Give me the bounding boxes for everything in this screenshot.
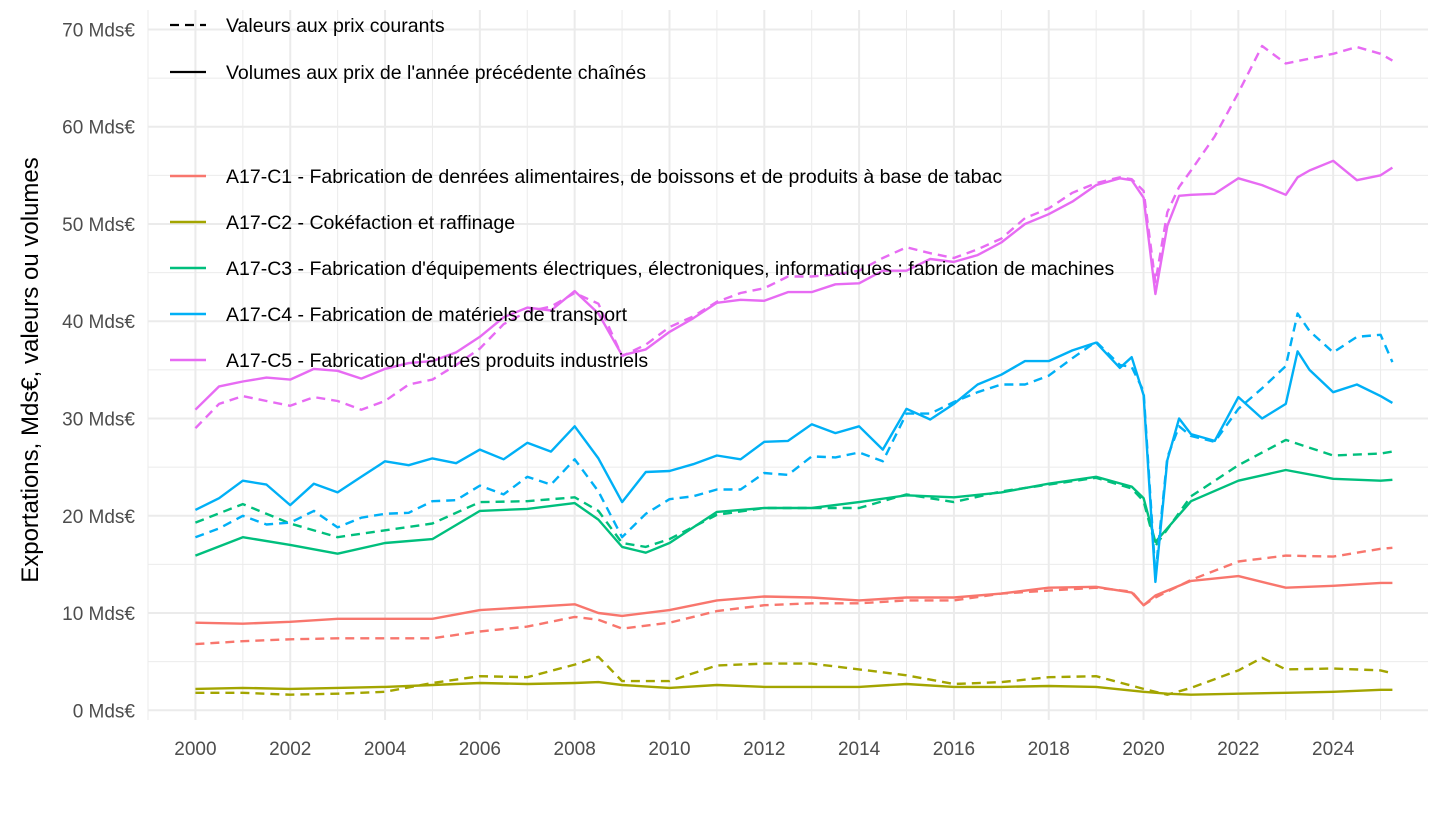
series-layer — [194, 44, 1394, 696]
axis-layer: 0 Mds€ 10 Mds€ 20 Mds€ 30 Mds€ 40 Mds€ 50 Mds… — [62, 20, 1355, 760]
legend-label: A17-C1 - Fabrication de denrées alimenta… — [226, 166, 1002, 188]
series-group — [195, 546, 1393, 646]
grid-layer — [147, 10, 1428, 720]
x-tick-label: 2006 — [459, 739, 501, 760]
x-tick-label: 2010 — [648, 739, 690, 760]
x-tick-label: 2008 — [554, 739, 596, 760]
series-group — [195, 655, 1393, 696]
legend-label: A17-C5 - Fabrication d'autres produits i… — [226, 350, 648, 372]
series-group — [194, 312, 1394, 584]
legend-label: A17-C2 - Cokéfaction et raffinage — [226, 212, 515, 234]
y-tick-label: 40 Mds€ — [62, 312, 135, 333]
y-tick-label: 20 Mds€ — [62, 507, 135, 528]
series-line-volumes — [195, 574, 1393, 625]
series-line-volumes — [195, 680, 1393, 696]
legend-label: Volumes aux prix de l'année précédente c… — [226, 62, 646, 84]
y-tick-label: 0 Mds€ — [73, 701, 136, 722]
series-group — [194, 438, 1393, 557]
series-line-volumes — [194, 468, 1393, 557]
x-tick-label: 2024 — [1312, 739, 1355, 760]
legend-label: A17-C3 - Fabrication d'équipements élect… — [226, 258, 1114, 280]
x-tick-label: 2012 — [743, 739, 785, 760]
series-line-volumes — [194, 159, 1394, 411]
legend-label: Valeurs aux prix courants — [226, 15, 445, 37]
series-line-valeurs — [194, 438, 1393, 549]
series-line-valeurs — [195, 655, 1393, 696]
series-line-valeurs — [194, 44, 1393, 430]
x-tick-label: 2002 — [269, 739, 311, 760]
series-line-valeurs — [195, 546, 1393, 646]
y-axis-title: Exportations, Mds€, valeurs ou volumes — [17, 157, 44, 583]
y-tick-label: 10 Mds€ — [62, 604, 135, 625]
legend: Valeurs aux prix courants Volumes aux pri… — [170, 15, 1114, 372]
x-tick-label: 2000 — [174, 739, 216, 760]
x-tick-label: 2018 — [1028, 739, 1070, 760]
y-tick-label: 50 Mds€ — [62, 215, 135, 236]
series-line-volumes — [194, 341, 1393, 584]
x-tick-label: 2020 — [1122, 739, 1164, 760]
x-tick-label: 2004 — [364, 739, 407, 760]
y-tick-label: 70 Mds€ — [62, 20, 135, 41]
legend-label: A17-C4 - Fabrication de matériels de tra… — [226, 304, 628, 326]
x-tick-label: 2022 — [1217, 739, 1259, 760]
y-tick-label: 30 Mds€ — [62, 409, 135, 430]
x-tick-label: 2016 — [933, 739, 975, 760]
y-tick-label: 60 Mds€ — [62, 118, 135, 139]
series-group — [194, 44, 1394, 430]
x-tick-label: 2014 — [838, 739, 881, 760]
